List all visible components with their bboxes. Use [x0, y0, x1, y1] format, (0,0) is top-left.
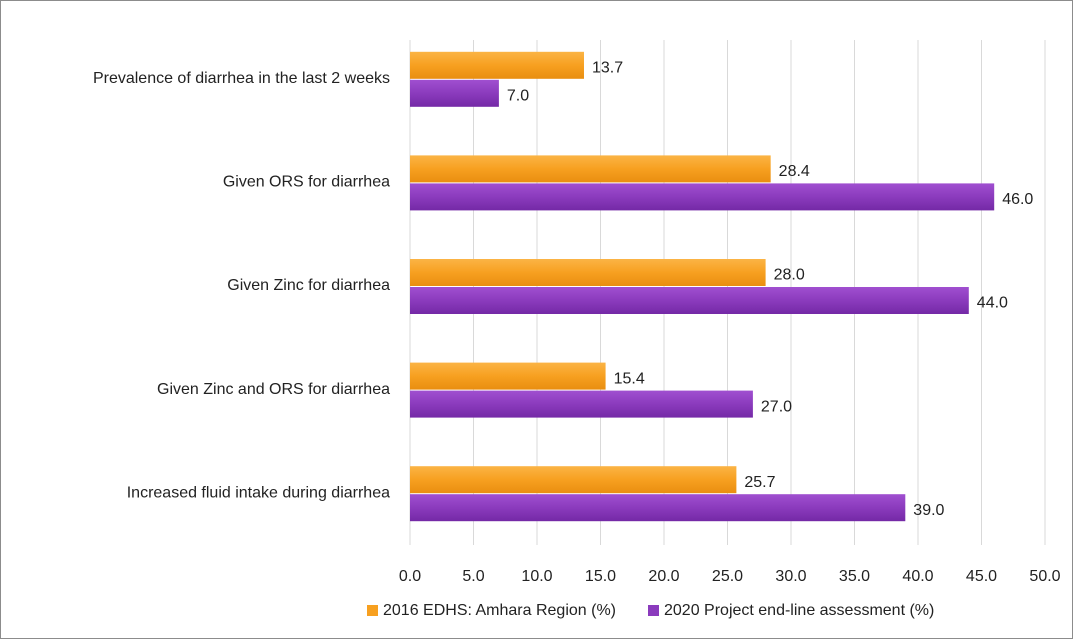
data-label: 28.4: [779, 163, 810, 180]
x-tick-label: 5.0: [462, 568, 484, 585]
data-label: 28.0: [774, 267, 805, 284]
bar: [410, 79, 499, 107]
data-label: 7.0: [507, 88, 529, 105]
legend-swatch: [648, 605, 659, 616]
data-label: 15.4: [614, 370, 645, 387]
x-tick-label: 0.0: [399, 568, 421, 585]
data-label: 25.7: [744, 474, 775, 491]
category-label: Given ORS for diarrhea: [223, 174, 390, 191]
category-label: Prevalence of diarrhea in the last 2 wee…: [93, 70, 390, 87]
x-tick-label: 40.0: [902, 568, 933, 585]
x-tick-label: 50.0: [1029, 568, 1060, 585]
data-label: 13.7: [592, 60, 623, 77]
legend-label: 2016 EDHS: Amhara Region (%): [383, 602, 616, 619]
category-label: Increased fluid intake during diarrhea: [127, 484, 390, 501]
x-tick-label: 20.0: [648, 568, 679, 585]
category-label: Given Zinc for diarrhea: [227, 277, 390, 294]
category-label: Given Zinc and ORS for diarrhea: [157, 381, 390, 398]
bar: [410, 390, 753, 418]
bar: [410, 155, 771, 183]
x-tick-label: 35.0: [839, 568, 870, 585]
x-tick-label: 10.0: [521, 568, 552, 585]
legend-swatch: [367, 605, 378, 616]
bar: [410, 183, 995, 211]
x-tick-label: 30.0: [775, 568, 806, 585]
bar: [410, 494, 906, 522]
bar: [410, 259, 766, 286]
bar: [410, 287, 969, 314]
bar: [410, 466, 737, 494]
data-label: 46.0: [1002, 191, 1033, 208]
bar: [410, 51, 584, 79]
x-tick-label: 45.0: [966, 568, 997, 585]
data-label: 39.0: [913, 502, 944, 519]
bar: [410, 362, 606, 390]
legend-label: 2020 Project end-line assessment (%): [664, 602, 934, 619]
data-label: 44.0: [977, 295, 1008, 312]
data-label: 27.0: [761, 398, 792, 415]
x-tick-label: 25.0: [712, 568, 743, 585]
x-tick-label: 15.0: [585, 568, 616, 585]
